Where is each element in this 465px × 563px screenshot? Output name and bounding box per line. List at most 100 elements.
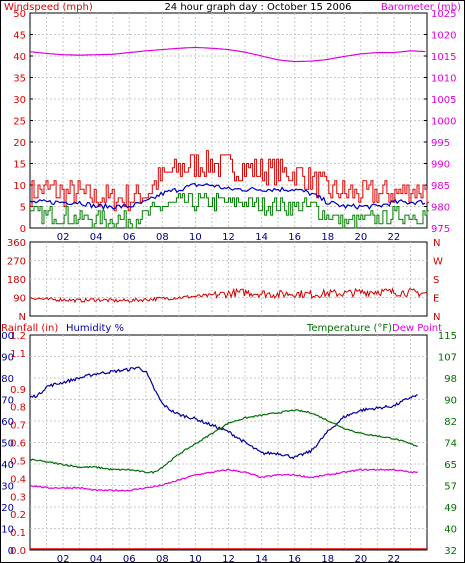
- x-tick-label: 22: [388, 232, 401, 243]
- x-tick-label: 14: [255, 232, 268, 243]
- x-tick-label: 08: [156, 232, 169, 243]
- compass-tick-label: N: [433, 238, 440, 249]
- direction-tick-label: 270: [7, 257, 26, 268]
- direction-tick-label: N: [19, 312, 26, 323]
- humidity-tick-label: 10: [1, 525, 14, 536]
- humidity-line: [29, 366, 418, 460]
- barometer-axis-label: Barometer (mb): [381, 2, 461, 13]
- rainfall-tick-label: 1.2: [10, 331, 26, 342]
- x-tick-label: 18: [321, 232, 334, 243]
- barometer-tick-label: 1025: [431, 9, 456, 20]
- x-tick-label: 02: [57, 232, 70, 243]
- temperature-tick-label: 57: [444, 482, 457, 493]
- humidity-axis-label: Humidity %: [66, 323, 124, 334]
- humidity-tick-label: 50: [1, 439, 14, 450]
- x-tick-label: 18: [321, 554, 334, 563]
- direction-tick-label: 360: [7, 238, 26, 249]
- barometer-tick-label: 1005: [431, 95, 456, 106]
- humidity-tick-label: 90: [1, 353, 14, 364]
- compass-tick-label: S: [433, 275, 439, 286]
- rainfall-tick-label: 0.2: [10, 510, 26, 521]
- dewpoint-line: [29, 468, 418, 492]
- x-tick-label: 12: [222, 232, 235, 243]
- humidity-tick-label: 80: [1, 374, 14, 385]
- temperature-tick-label: 98: [444, 374, 457, 385]
- temperature-tick-label: 82: [444, 417, 457, 428]
- x-tick-label: 22: [388, 554, 401, 563]
- rainfall-tick-label: 0.9: [10, 385, 26, 396]
- humidity-tick-label: 30: [1, 482, 14, 493]
- windspeed-tick-label: 10: [13, 181, 26, 192]
- temperature-tick-label: 74: [444, 439, 457, 450]
- x-tick-label: 08: [156, 554, 169, 563]
- windspeed-axis-label: Windspeed (mph): [4, 2, 93, 13]
- compass-tick-label: N: [433, 312, 440, 323]
- temperature-tick-label: 40: [444, 525, 457, 536]
- temperature-tick-label: 90: [444, 396, 457, 407]
- barometer-tick-label: 1000: [431, 117, 456, 128]
- rainfall-tick-label: 1.1: [10, 349, 26, 360]
- windspeed-tick-label: 30: [13, 95, 26, 106]
- chart-title: 24 hour graph day : October 15 2006: [164, 2, 351, 13]
- windspeed-tick-label: 0: [20, 224, 26, 235]
- x-tick-label: 04: [90, 554, 103, 563]
- windspeed-tick-label: 15: [13, 160, 26, 171]
- x-tick-label: 14: [255, 554, 268, 563]
- compass-tick-label: W: [433, 257, 443, 268]
- compass-tick-label: E: [433, 294, 439, 305]
- barometer-tick-label: 985: [431, 181, 450, 192]
- temperature-tick-label: 32: [444, 546, 457, 557]
- windspeed-tick-label: 40: [13, 52, 26, 63]
- windspeed-tick-label: 50: [13, 9, 26, 20]
- barometer-tick-label: 990: [431, 160, 450, 171]
- windspeed-line: [30, 150, 429, 212]
- temperature-line: [29, 408, 418, 474]
- x-tick-label: 06: [123, 554, 136, 563]
- barometer-tick-label: 975: [431, 224, 450, 235]
- humidity-tick-label: 60: [1, 417, 14, 428]
- windspeed-tick-label: 5: [20, 203, 26, 214]
- x-tick-label: 16: [288, 232, 301, 243]
- temperature-axis-label: Temperature (°F): [306, 323, 392, 334]
- barometer-tick-label: 1010: [431, 74, 456, 85]
- rainfall-tick-label: 0.7: [10, 421, 26, 432]
- wind-low-line: [30, 193, 429, 229]
- rainfall-tick-label: 0.5: [10, 456, 26, 467]
- wind-direction-line: [29, 287, 428, 304]
- rainfall-tick-label: 0.3: [10, 492, 26, 503]
- rainfall-tick-label: 0.0: [10, 546, 26, 557]
- x-tick-label: 10: [189, 232, 202, 243]
- x-tick-label: 12: [222, 554, 235, 563]
- barometer-tick-label: 1015: [431, 52, 456, 63]
- temperature-tick-label: 107: [438, 353, 457, 364]
- humidity-tick-label: 20: [1, 503, 14, 514]
- barometer-tick-label: 980: [431, 203, 450, 214]
- rainfall-tick-label: 0.1: [10, 528, 26, 539]
- rainfall-axis-label: Rainfall (in): [1, 323, 58, 334]
- windspeed-tick-label: 35: [13, 74, 26, 85]
- x-tick-label: 10: [189, 554, 202, 563]
- windspeed-tick-label: 45: [13, 31, 26, 42]
- barometer-tick-label: 995: [431, 138, 450, 149]
- direction-tick-label: 90: [13, 294, 26, 305]
- dewpoint-axis-label: Dew Point: [392, 323, 442, 334]
- x-tick-label: 06: [123, 232, 136, 243]
- barometer-line: [29, 46, 426, 63]
- humidity-tick-label: 70: [1, 396, 14, 407]
- rainfall-tick-label: 0.6: [10, 439, 26, 450]
- temperature-tick-label: 49: [444, 503, 457, 514]
- x-tick-label: 02: [57, 554, 70, 563]
- rainfall-tick-label: 0.8: [10, 403, 26, 414]
- windspeed-tick-label: 20: [13, 138, 26, 149]
- barometer-tick-label: 1020: [431, 31, 456, 42]
- x-tick-label: 16: [288, 554, 301, 563]
- windspeed-tick-label: 25: [13, 117, 26, 128]
- average-wind-line: [29, 182, 426, 211]
- direction-tick-label: 180: [7, 275, 26, 286]
- rainfall-tick-label: 0.4: [10, 474, 26, 485]
- x-tick-label: 20: [354, 554, 367, 563]
- temperature-tick-label: 115: [438, 331, 457, 342]
- x-tick-label: 20: [354, 232, 367, 243]
- humidity-tick-label: 40: [1, 460, 14, 471]
